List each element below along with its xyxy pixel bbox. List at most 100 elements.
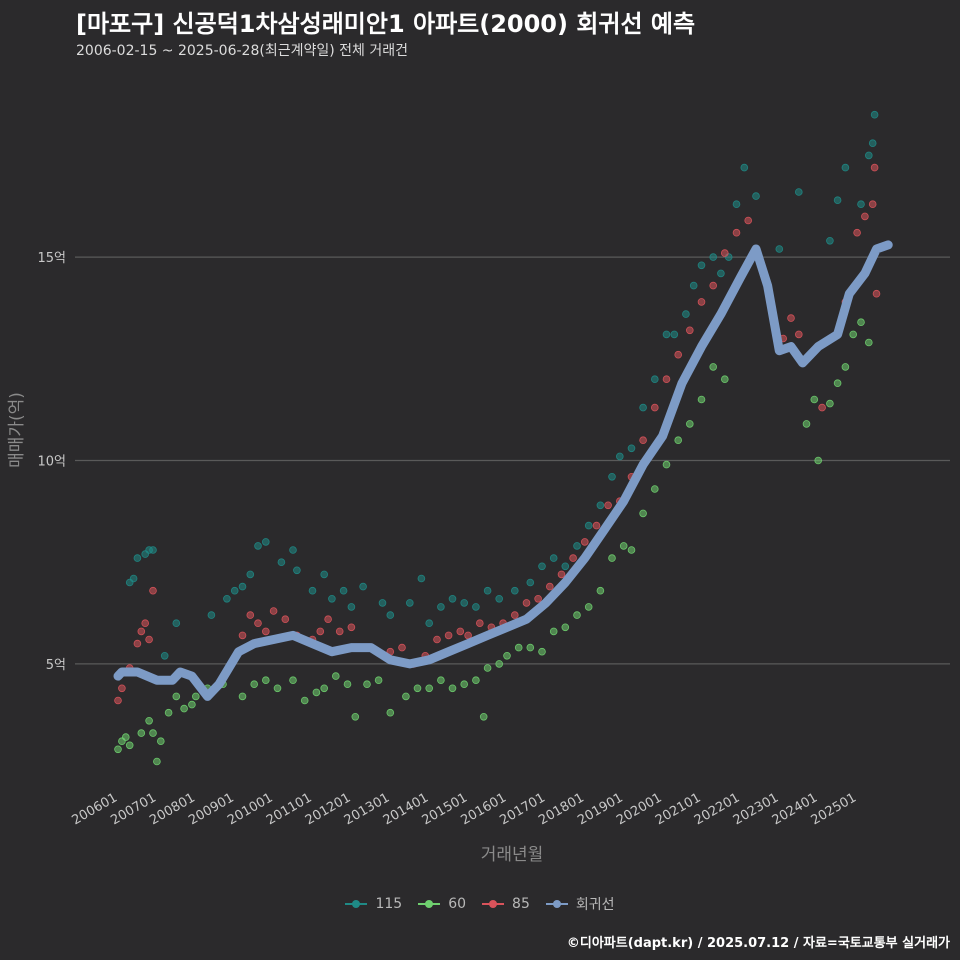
data-point-115 — [207, 611, 216, 619]
data-point-60 — [802, 420, 811, 428]
data-point-115 — [254, 542, 262, 550]
data-point-115 — [308, 586, 317, 595]
data-point-115 — [526, 578, 535, 587]
data-point-115 — [650, 375, 659, 384]
data-point-60 — [374, 676, 383, 684]
data-point-60 — [584, 603, 593, 611]
data-point-60 — [561, 623, 570, 632]
data-point-85 — [475, 619, 484, 627]
data-point-60 — [526, 643, 535, 652]
data-point-85 — [674, 350, 682, 359]
data-point-85 — [137, 627, 146, 636]
legend-label: 60 — [448, 896, 467, 912]
legend-key — [418, 897, 441, 911]
data-point-115 — [293, 566, 301, 575]
data-point-60 — [814, 456, 822, 465]
data-point-115 — [495, 594, 504, 603]
data-point-115 — [223, 594, 231, 603]
data-point-115 — [608, 472, 616, 481]
data-point-115 — [857, 200, 865, 209]
data-point-60 — [650, 485, 659, 493]
data-point-60 — [125, 741, 134, 750]
data-point-60 — [192, 692, 200, 701]
data-point-85 — [534, 594, 542, 603]
legend-label: 회귀선 — [575, 897, 615, 913]
data-point-115 — [794, 188, 803, 196]
data-point-60 — [402, 692, 410, 701]
data-point-85 — [254, 619, 262, 627]
data-point-85 — [114, 696, 122, 705]
data-point-85 — [853, 228, 861, 237]
data-point-60 — [386, 708, 395, 717]
data-point-115 — [833, 196, 842, 205]
data-point-85 — [818, 403, 826, 412]
data-point-115 — [417, 574, 426, 583]
y-tick-label: 10억 — [37, 455, 66, 470]
data-point-85 — [697, 298, 706, 306]
data-point-115 — [732, 200, 741, 209]
data-point-115 — [460, 599, 469, 607]
data-point-115 — [448, 594, 457, 603]
data-point-115 — [510, 586, 519, 595]
data-point-115 — [682, 310, 690, 318]
data-point-85 — [569, 554, 577, 562]
legend-key — [345, 897, 368, 911]
data-point-60 — [188, 700, 196, 709]
data-point-115 — [347, 603, 356, 611]
data-point-60 — [122, 733, 130, 741]
chart-title: [마포구] 신공덕1차삼성래미안1 아파트(2000) 회귀선 예측 — [76, 10, 696, 38]
data-point-60 — [709, 363, 717, 371]
legend-item: 회귀선 — [545, 894, 615, 914]
data-point-60 — [857, 318, 865, 327]
data-point-115 — [538, 562, 546, 571]
data-point-115 — [752, 192, 760, 200]
data-point-115 — [573, 542, 581, 550]
regression-path — [113, 240, 893, 701]
data-point-60 — [137, 729, 146, 737]
data-point-60 — [674, 436, 682, 445]
data-point-115 — [483, 586, 492, 595]
chart-subtitle: 2006-02-15 ~ 2025-06-28(최근계약일) 전체 거래건 — [76, 43, 408, 59]
y-tick-label: 5억 — [46, 658, 66, 673]
data-point-85 — [744, 216, 752, 225]
data-point-115 — [359, 582, 367, 591]
data-point-60 — [153, 757, 161, 766]
data-point-60 — [619, 542, 628, 550]
legend-item: 60 — [418, 896, 466, 912]
data-point-115 — [662, 330, 671, 339]
data-point-60 — [662, 460, 671, 469]
data-point-115 — [561, 562, 570, 571]
data-point-85 — [281, 615, 290, 623]
data-point-60 — [573, 611, 581, 619]
data-point-60 — [627, 546, 636, 554]
data-point-85 — [118, 684, 126, 693]
data-point-60 — [549, 627, 558, 636]
data-point-60 — [448, 684, 457, 693]
data-point-85 — [604, 501, 612, 510]
data-point-115 — [775, 245, 784, 253]
data-point-60 — [180, 704, 188, 713]
data-point-115 — [238, 582, 247, 591]
data-point-115 — [670, 330, 679, 339]
legend-key — [545, 897, 568, 911]
source-caption: ©디아파트(dapt.kr) / 2025.07.12 / 자료=국토교통부 실… — [566, 936, 950, 951]
data-point-85 — [433, 635, 441, 644]
data-point-115 — [870, 110, 879, 119]
data-point-85 — [872, 289, 881, 298]
data-point-60 — [472, 676, 480, 684]
data-point-60 — [479, 712, 488, 721]
data-point-85 — [709, 281, 717, 290]
data-point-60 — [343, 680, 352, 688]
data-point-60 — [273, 684, 282, 693]
data-point-60 — [425, 684, 434, 693]
data-point-85 — [316, 627, 325, 636]
data-point-115 — [549, 554, 558, 562]
data-point-85 — [861, 212, 869, 221]
data-point-85 — [868, 200, 877, 209]
legend-label: 85 — [512, 896, 530, 912]
y-axis-title: 매매가(억) — [7, 392, 27, 468]
data-point-85 — [545, 582, 554, 591]
data-point-60 — [164, 708, 173, 717]
data-point-115 — [133, 554, 142, 562]
data-point-85 — [592, 521, 601, 530]
